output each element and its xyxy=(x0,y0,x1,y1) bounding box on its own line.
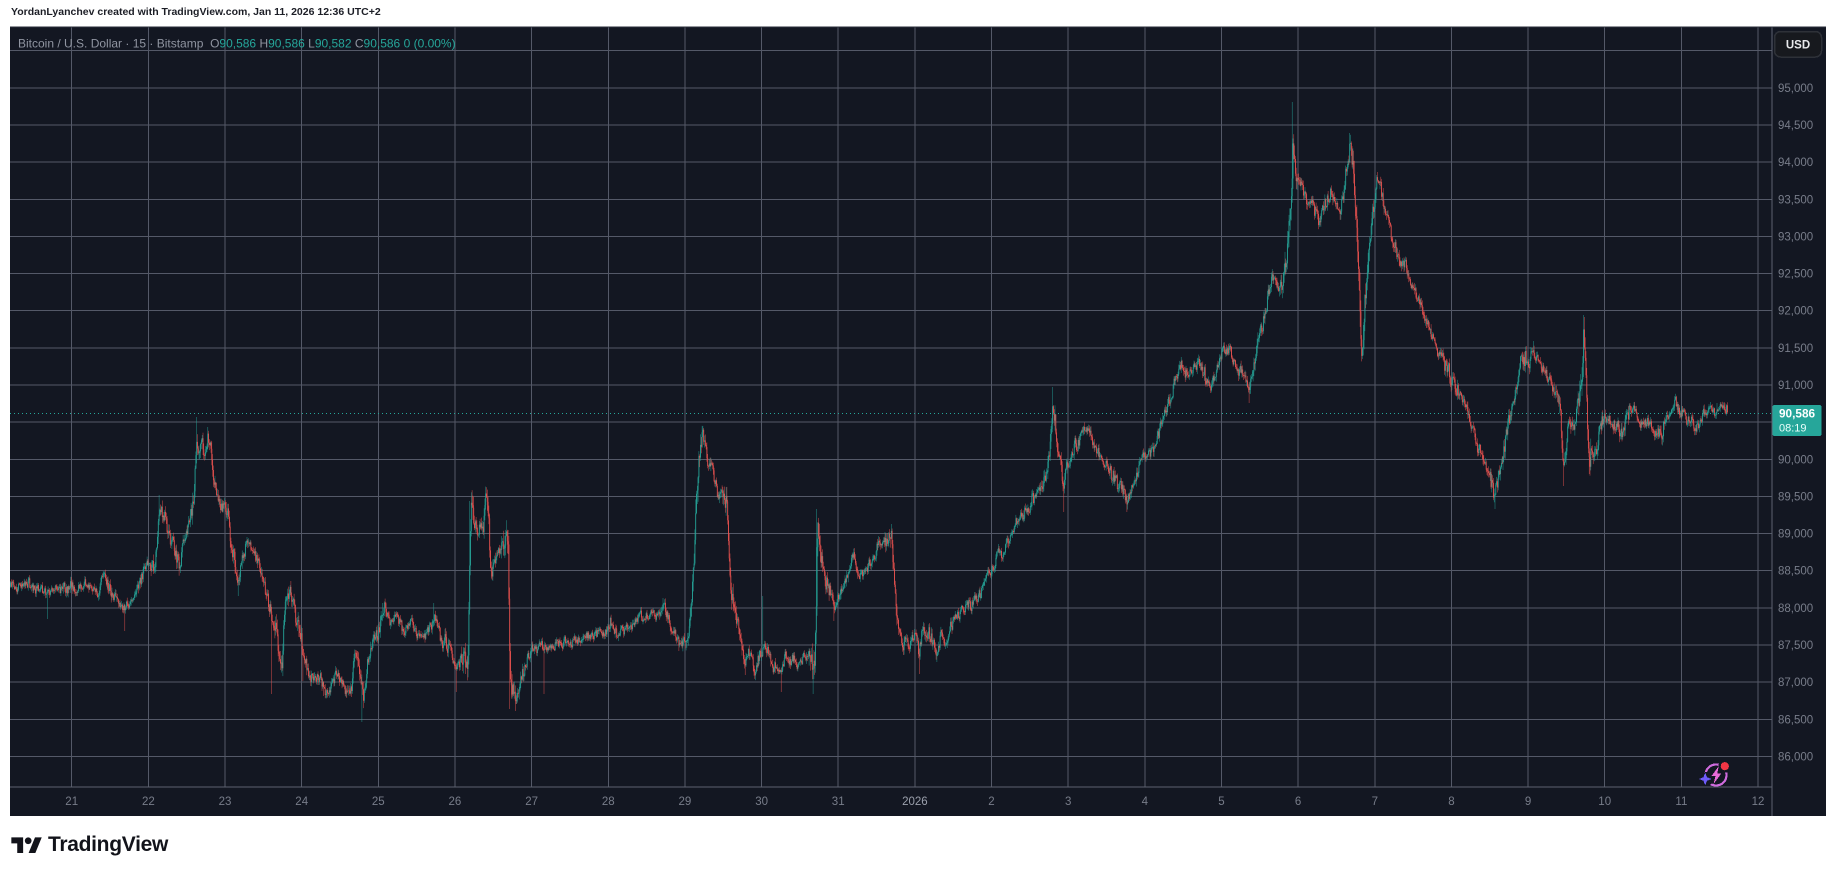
svg-text:86,500: 86,500 xyxy=(1778,714,1813,726)
svg-text:92,500: 92,500 xyxy=(1778,269,1813,281)
svg-text:9: 9 xyxy=(1525,796,1531,808)
svg-text:Bitcoin / U.S. Dollar · 15 · B: Bitcoin / U.S. Dollar · 15 · Bitstamp O9… xyxy=(18,37,456,51)
svg-text:90,000: 90,000 xyxy=(1778,454,1813,466)
svg-text:93,000: 93,000 xyxy=(1778,231,1813,243)
svg-text:87,500: 87,500 xyxy=(1778,640,1813,652)
svg-text:95,000: 95,000 xyxy=(1778,83,1813,95)
svg-text:2: 2 xyxy=(988,796,994,808)
svg-text:30: 30 xyxy=(755,796,768,808)
svg-text:11: 11 xyxy=(1675,796,1687,808)
svg-text:26: 26 xyxy=(449,796,462,808)
svg-text:88,000: 88,000 xyxy=(1778,603,1813,615)
svg-text:88,500: 88,500 xyxy=(1778,566,1813,578)
svg-text:31: 31 xyxy=(832,796,845,808)
svg-text:10: 10 xyxy=(1598,796,1611,808)
svg-text:89,000: 89,000 xyxy=(1778,529,1813,541)
svg-text:5: 5 xyxy=(1218,796,1224,808)
svg-text:4: 4 xyxy=(1142,796,1149,808)
svg-text:6: 6 xyxy=(1295,796,1301,808)
svg-text:22: 22 xyxy=(142,796,155,808)
svg-text:25: 25 xyxy=(372,796,385,808)
svg-text:8: 8 xyxy=(1448,796,1454,808)
svg-text:90,586: 90,586 xyxy=(1779,407,1816,421)
svg-text:29: 29 xyxy=(679,796,692,808)
svg-text:92,000: 92,000 xyxy=(1778,306,1813,318)
svg-text:2026: 2026 xyxy=(902,796,928,808)
svg-text:21: 21 xyxy=(65,796,78,808)
svg-text:94,000: 94,000 xyxy=(1778,157,1813,169)
svg-text:86,000: 86,000 xyxy=(1778,752,1813,764)
svg-text:23: 23 xyxy=(219,796,232,808)
svg-text:24: 24 xyxy=(295,796,308,808)
svg-text:7: 7 xyxy=(1372,796,1378,808)
svg-text:28: 28 xyxy=(602,796,615,808)
svg-text:87,000: 87,000 xyxy=(1778,677,1813,689)
svg-text:94,500: 94,500 xyxy=(1778,120,1813,132)
svg-text:89,500: 89,500 xyxy=(1778,491,1813,503)
svg-text:08:19: 08:19 xyxy=(1779,423,1807,435)
svg-text:93,500: 93,500 xyxy=(1778,194,1813,206)
svg-text:27: 27 xyxy=(525,796,538,808)
svg-text:3: 3 xyxy=(1065,796,1071,808)
svg-text:USD: USD xyxy=(1786,40,1810,52)
svg-text:91,500: 91,500 xyxy=(1778,343,1813,355)
svg-text:12: 12 xyxy=(1752,796,1765,808)
svg-text:91,000: 91,000 xyxy=(1778,380,1813,392)
